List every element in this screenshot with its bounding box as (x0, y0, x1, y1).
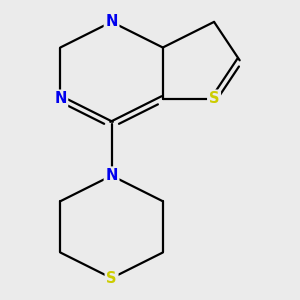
Text: N: N (54, 91, 67, 106)
Text: S: S (209, 91, 219, 106)
Text: N: N (105, 14, 118, 29)
Text: S: S (106, 271, 117, 286)
Text: N: N (105, 168, 118, 183)
